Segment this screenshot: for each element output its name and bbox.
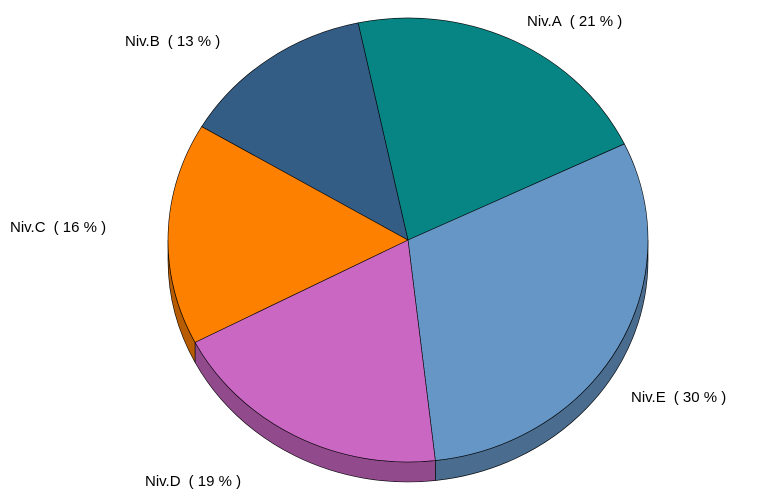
slice-label: Niv.A ( 21 % ) — [527, 13, 622, 30]
slice-value-label: ( 16 % ) — [54, 219, 107, 236]
slice-category: Niv.B — [125, 33, 160, 50]
slice-label: Niv.E ( 30 % ) — [631, 389, 726, 406]
slice-category: Niv.E — [631, 389, 666, 406]
slice-value-label: ( 13 % ) — [168, 33, 221, 50]
slice — [167, 126, 409, 343]
slice-label: Niv.C ( 16 % ) — [10, 219, 106, 236]
slice-value-label: ( 19 % ) — [189, 473, 242, 490]
slice-label: Niv.B ( 13 % ) — [125, 33, 220, 50]
slice — [201, 22, 409, 241]
slice-label: Niv.D ( 19 % ) — [145, 473, 241, 490]
slice-category: Niv.C — [10, 219, 46, 236]
slice-value-label: ( 21 % ) — [570, 13, 623, 30]
slice-value-label: ( 30 % ) — [674, 389, 727, 406]
slice — [357, 17, 625, 241]
slice-category: Niv.A — [527, 13, 562, 30]
slice — [407, 143, 649, 461]
slice-category: Niv.D — [145, 473, 181, 490]
slice — [194, 239, 436, 463]
